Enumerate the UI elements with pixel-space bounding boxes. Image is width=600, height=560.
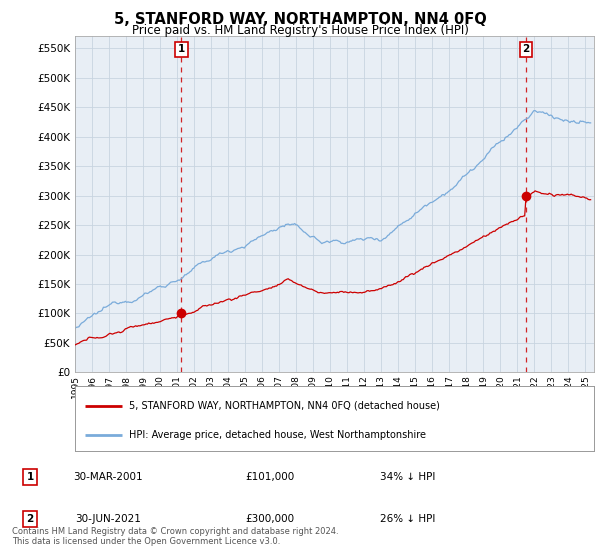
Text: 30-JUN-2021: 30-JUN-2021 xyxy=(75,515,141,524)
Text: 5, STANFORD WAY, NORTHAMPTON, NN4 0FQ: 5, STANFORD WAY, NORTHAMPTON, NN4 0FQ xyxy=(113,12,487,27)
Text: Contains HM Land Registry data © Crown copyright and database right 2024.
This d: Contains HM Land Registry data © Crown c… xyxy=(12,526,338,546)
Text: 2: 2 xyxy=(26,515,34,524)
Text: Price paid vs. HM Land Registry's House Price Index (HPI): Price paid vs. HM Land Registry's House … xyxy=(131,24,469,37)
Text: HPI: Average price, detached house, West Northamptonshire: HPI: Average price, detached house, West… xyxy=(130,430,427,440)
Text: £300,000: £300,000 xyxy=(245,515,295,524)
Text: £101,000: £101,000 xyxy=(245,473,295,482)
Text: 5, STANFORD WAY, NORTHAMPTON, NN4 0FQ (detached house): 5, STANFORD WAY, NORTHAMPTON, NN4 0FQ (d… xyxy=(130,401,440,410)
Text: 1: 1 xyxy=(178,44,185,54)
Text: 1: 1 xyxy=(26,473,34,482)
Text: 34% ↓ HPI: 34% ↓ HPI xyxy=(380,473,436,482)
Text: 26% ↓ HPI: 26% ↓ HPI xyxy=(380,515,436,524)
Text: 2: 2 xyxy=(523,44,530,54)
Text: 30-MAR-2001: 30-MAR-2001 xyxy=(73,473,143,482)
